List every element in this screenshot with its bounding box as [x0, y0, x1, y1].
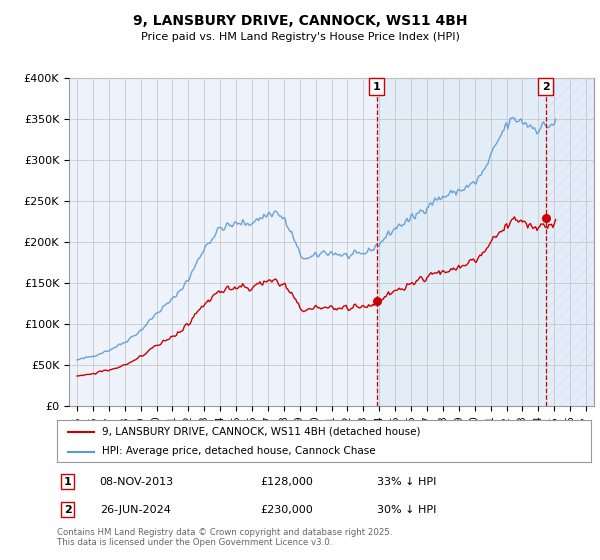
Point: [541, 213, 550, 222]
Text: 2: 2: [64, 505, 71, 515]
Text: 08-NOV-2013: 08-NOV-2013: [100, 477, 174, 487]
Bar: [377, 78, 545, 406]
Text: 9, LANSBURY DRIVE, CANNOCK, WS11 4BH: 9, LANSBURY DRIVE, CANNOCK, WS11 4BH: [133, 14, 467, 28]
Text: £230,000: £230,000: [260, 505, 313, 515]
Text: 1: 1: [64, 477, 71, 487]
Bar: [545, 78, 594, 406]
Text: 26-JUN-2024: 26-JUN-2024: [100, 505, 170, 515]
Text: £128,000: £128,000: [260, 477, 313, 487]
Text: 30% ↓ HPI: 30% ↓ HPI: [377, 505, 437, 515]
Text: HPI: Average price, detached house, Cannock Chase: HPI: Average price, detached house, Cann…: [103, 446, 376, 456]
Text: 1: 1: [373, 82, 380, 92]
Text: 2: 2: [542, 82, 550, 92]
Text: 9, LANSBURY DRIVE, CANNOCK, WS11 4BH (detached house): 9, LANSBURY DRIVE, CANNOCK, WS11 4BH (de…: [103, 427, 421, 437]
Text: Price paid vs. HM Land Registry's House Price Index (HPI): Price paid vs. HM Land Registry's House …: [140, 32, 460, 43]
Text: 33% ↓ HPI: 33% ↓ HPI: [377, 477, 437, 487]
Text: Contains HM Land Registry data © Crown copyright and database right 2025.
This d: Contains HM Land Registry data © Crown c…: [57, 528, 392, 547]
Point: [372, 297, 382, 306]
